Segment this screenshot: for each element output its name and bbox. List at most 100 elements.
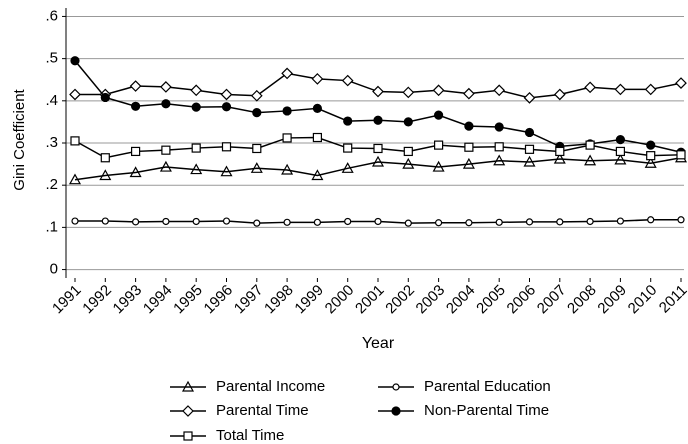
marker (372, 85, 384, 98)
y-tick-label: .6 (45, 7, 58, 24)
x-tick-label: 2000 (322, 282, 358, 318)
marker (373, 115, 383, 125)
x-tick-label: 1996 (201, 282, 237, 318)
x-tick-label: 2001 (352, 282, 388, 318)
marker (495, 218, 503, 226)
marker (435, 219, 443, 227)
marker (464, 121, 474, 131)
marker (403, 146, 413, 157)
marker (183, 431, 193, 441)
marker (312, 132, 322, 143)
series-line (74, 157, 682, 181)
x-tick-label: 2007 (534, 282, 570, 318)
marker (192, 217, 200, 226)
marker (391, 406, 401, 416)
marker (252, 108, 262, 118)
marker (190, 163, 203, 175)
marker (159, 160, 172, 172)
marker (220, 165, 233, 177)
x-tick-label: 2003 (413, 282, 449, 318)
marker (343, 116, 353, 126)
marker (646, 151, 656, 161)
marker (404, 219, 412, 227)
marker (402, 157, 415, 169)
x-tick-label: 2010 (625, 282, 661, 318)
marker (494, 122, 504, 132)
marker (644, 83, 657, 96)
marker (525, 218, 534, 226)
marker (676, 150, 686, 160)
marker (371, 155, 385, 167)
marker (584, 154, 597, 166)
x-tick-label: 1995 (170, 282, 206, 318)
marker (311, 73, 324, 85)
marker (70, 136, 80, 146)
x-tick-label: 2011 (656, 282, 688, 317)
y-tick-label: .5 (45, 50, 58, 67)
marker (221, 142, 232, 152)
x-tick-label: 1993 (110, 282, 146, 318)
marker (344, 217, 352, 226)
marker (250, 162, 263, 173)
marker (161, 145, 171, 155)
marker (585, 140, 595, 150)
x-tick-label: 2005 (473, 282, 509, 318)
x-tick-label: 2002 (382, 282, 418, 318)
marker (99, 169, 112, 181)
marker (463, 87, 475, 100)
marker (677, 216, 685, 224)
marker (432, 160, 445, 172)
marker (282, 106, 292, 116)
marker (465, 219, 473, 227)
y-tick-label: .2 (45, 176, 58, 193)
marker (182, 405, 194, 417)
x-tick-label: 2008 (564, 282, 600, 318)
marker (311, 169, 324, 181)
marker (131, 146, 141, 157)
marker (493, 154, 506, 166)
marker (493, 84, 506, 97)
marker (555, 146, 565, 157)
marker (462, 157, 475, 169)
marker (403, 117, 413, 127)
marker (191, 143, 201, 153)
marker (312, 103, 322, 114)
marker (392, 383, 400, 391)
marker (615, 146, 626, 157)
marker (252, 143, 262, 154)
marker (644, 157, 657, 168)
marker (524, 127, 535, 138)
marker (69, 88, 81, 101)
y-tick-label: .4 (45, 92, 58, 109)
marker (68, 173, 82, 185)
x-tick-label: 1991 (49, 282, 85, 318)
marker (584, 81, 596, 94)
marker (553, 88, 566, 101)
marker (71, 217, 79, 225)
marker (341, 74, 354, 87)
marker (675, 77, 687, 89)
marker (434, 110, 444, 120)
marker (253, 219, 261, 227)
marker (101, 217, 109, 225)
marker (523, 92, 536, 104)
legend-label: Parental Income (216, 378, 325, 395)
marker (373, 143, 383, 154)
x-tick-label: 2004 (443, 282, 479, 318)
marker (553, 152, 566, 164)
y-axis-label: Gini Coefficient (11, 88, 28, 190)
x-tick-label: 2009 (594, 282, 630, 318)
marker (222, 217, 231, 225)
marker (614, 153, 627, 165)
marker (343, 143, 353, 153)
marker (100, 92, 110, 103)
marker (129, 166, 142, 178)
marker (341, 162, 354, 173)
marker (160, 81, 172, 93)
marker (181, 380, 195, 392)
marker (161, 99, 171, 109)
marker (250, 89, 263, 102)
marker (283, 218, 291, 226)
marker (494, 142, 504, 152)
x-tick-label: 1992 (79, 282, 115, 318)
